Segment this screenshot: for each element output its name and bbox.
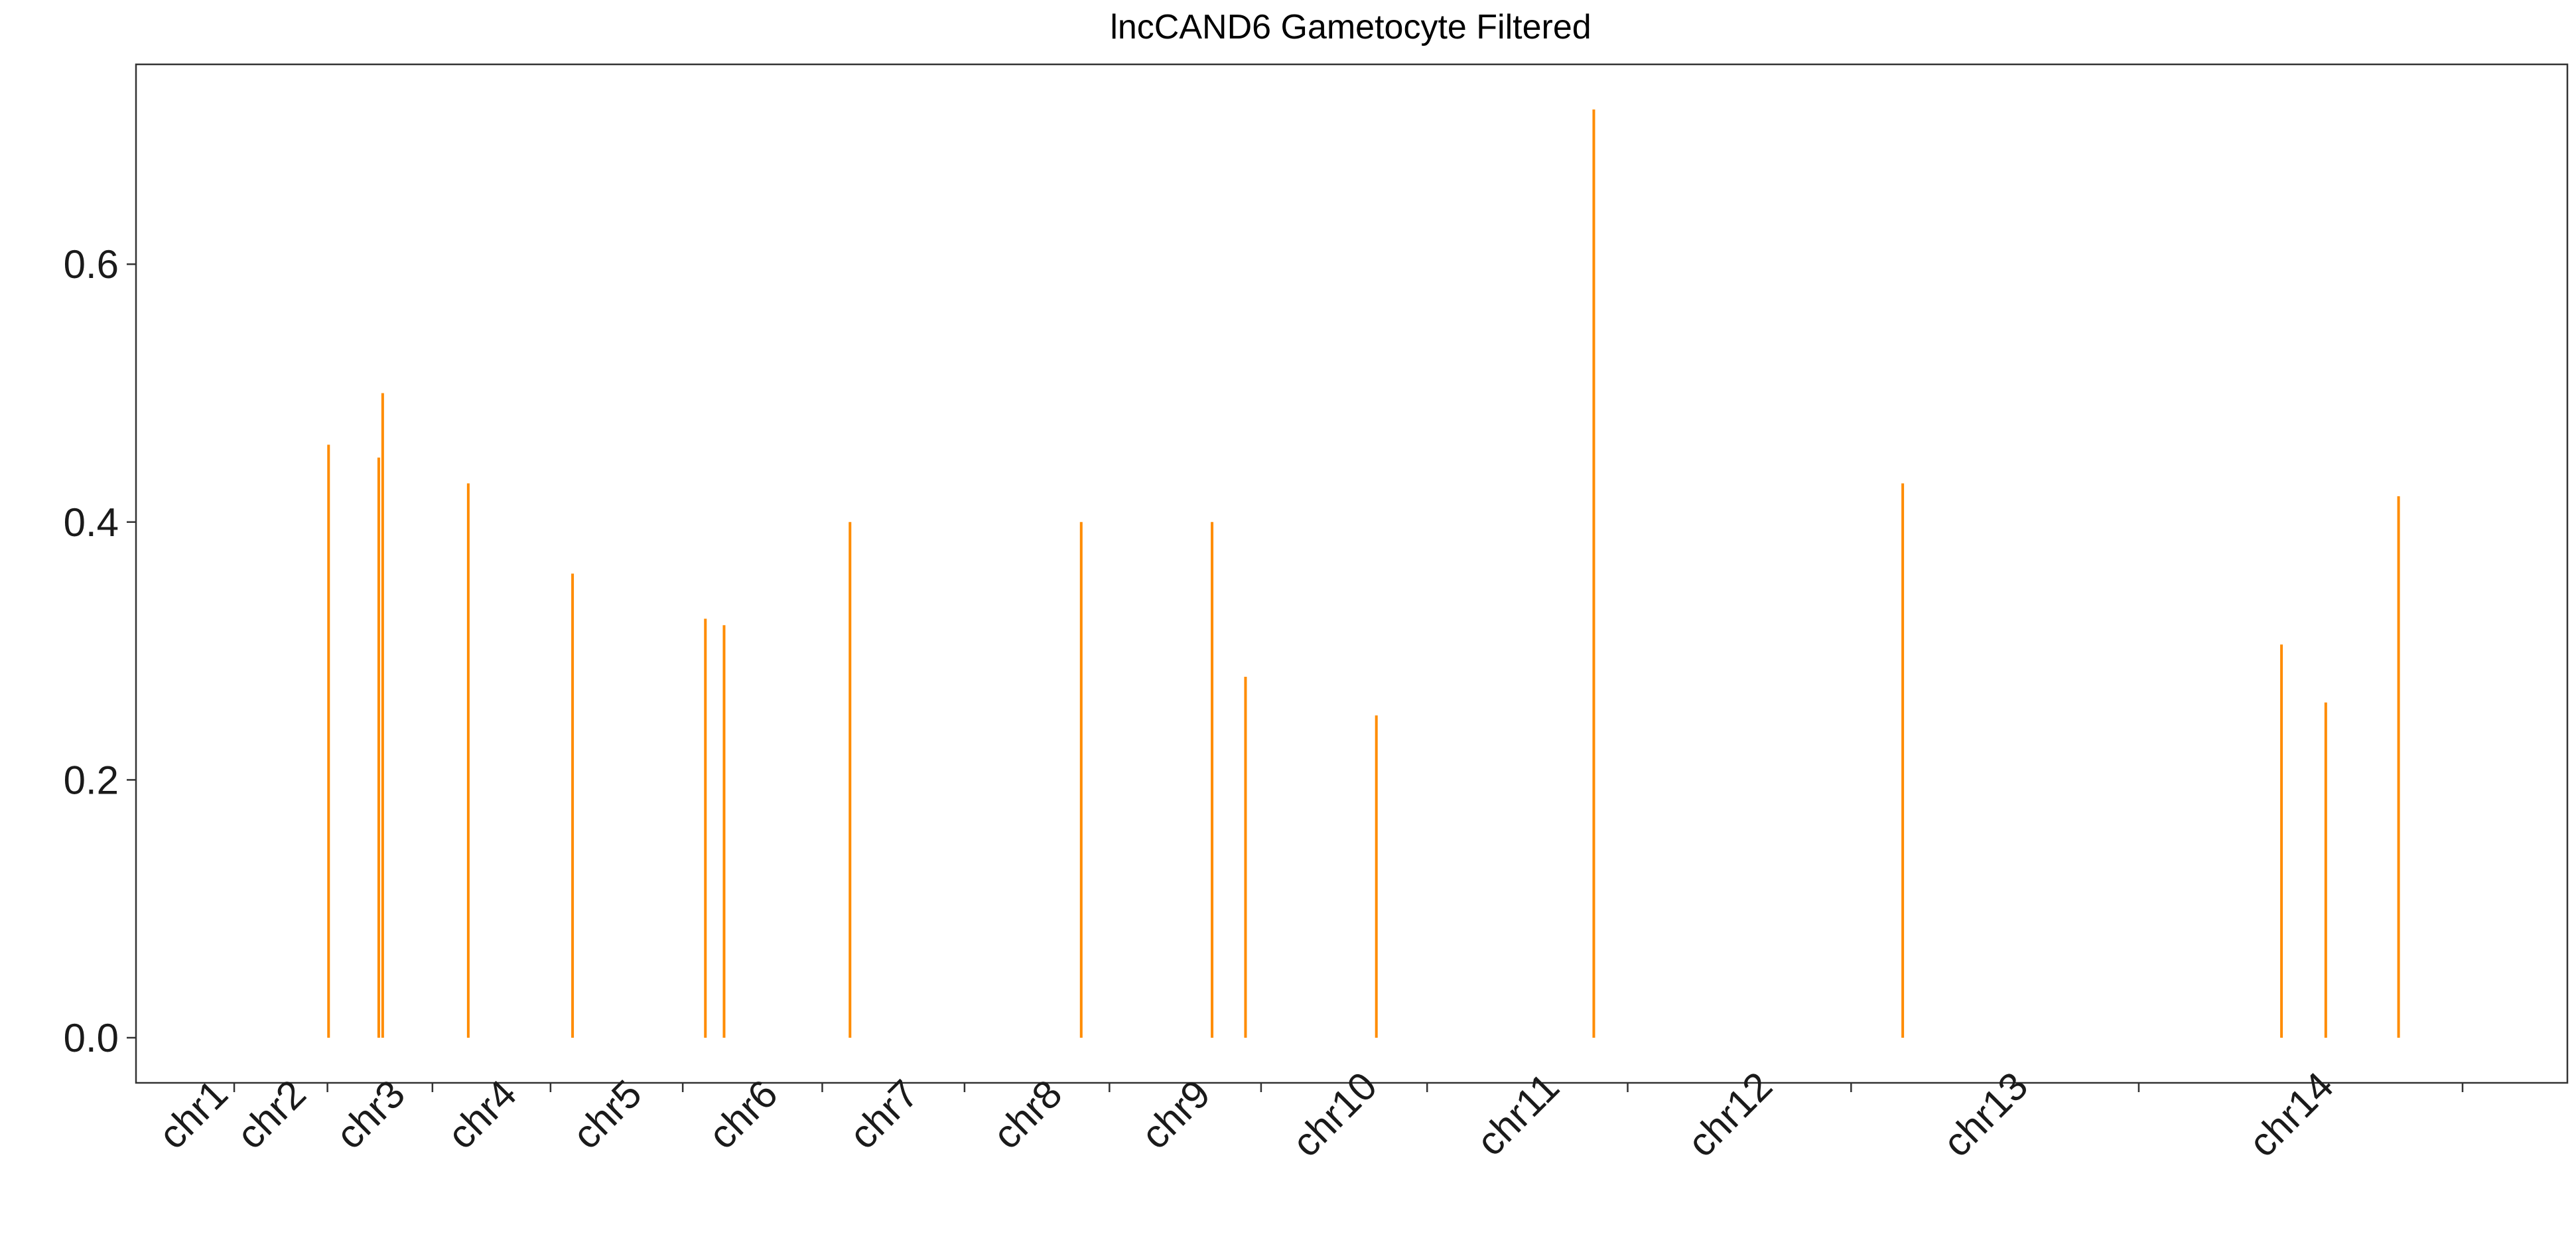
x-tick-label-chr6: chr6 [700, 1072, 786, 1158]
y-tick-label: 0.0 [64, 1016, 119, 1060]
y-tick-label: 0.4 [64, 500, 119, 545]
x-tick-label-chr2: chr2 [228, 1072, 314, 1158]
chart-title: lncCAND6 Gametocyte Filtered [1110, 8, 1591, 46]
x-tick-label-chr1: chr1 [150, 1072, 236, 1158]
x-tick-label-chr7: chr7 [841, 1072, 927, 1158]
y-tick-label: 0.6 [64, 242, 119, 287]
data-bars [327, 109, 2400, 1038]
x-tick-label-chr9: chr9 [1132, 1072, 1219, 1158]
x-tick-label-chr13: chr13 [1934, 1064, 2037, 1166]
x-tick-label-chr14: chr14 [2240, 1064, 2342, 1166]
x-tick-label-chr5: chr5 [564, 1072, 650, 1158]
x-tick-label-chr8: chr8 [984, 1072, 1071, 1158]
y-axis: 0.0 0.2 0.4 0.6 [64, 242, 136, 1060]
x-tick-label-chr10: chr10 [1284, 1064, 1386, 1166]
x-tick-label-chr11: chr11 [1468, 1064, 1568, 1164]
y-tick-label: 0.2 [64, 758, 119, 802]
x-tick-label-chr3: chr3 [327, 1072, 413, 1158]
plot-panel-border [135, 63, 2569, 1084]
x-tick-label-chr12: chr12 [1679, 1064, 1781, 1166]
x-tick-label-chr4: chr4 [439, 1072, 525, 1158]
